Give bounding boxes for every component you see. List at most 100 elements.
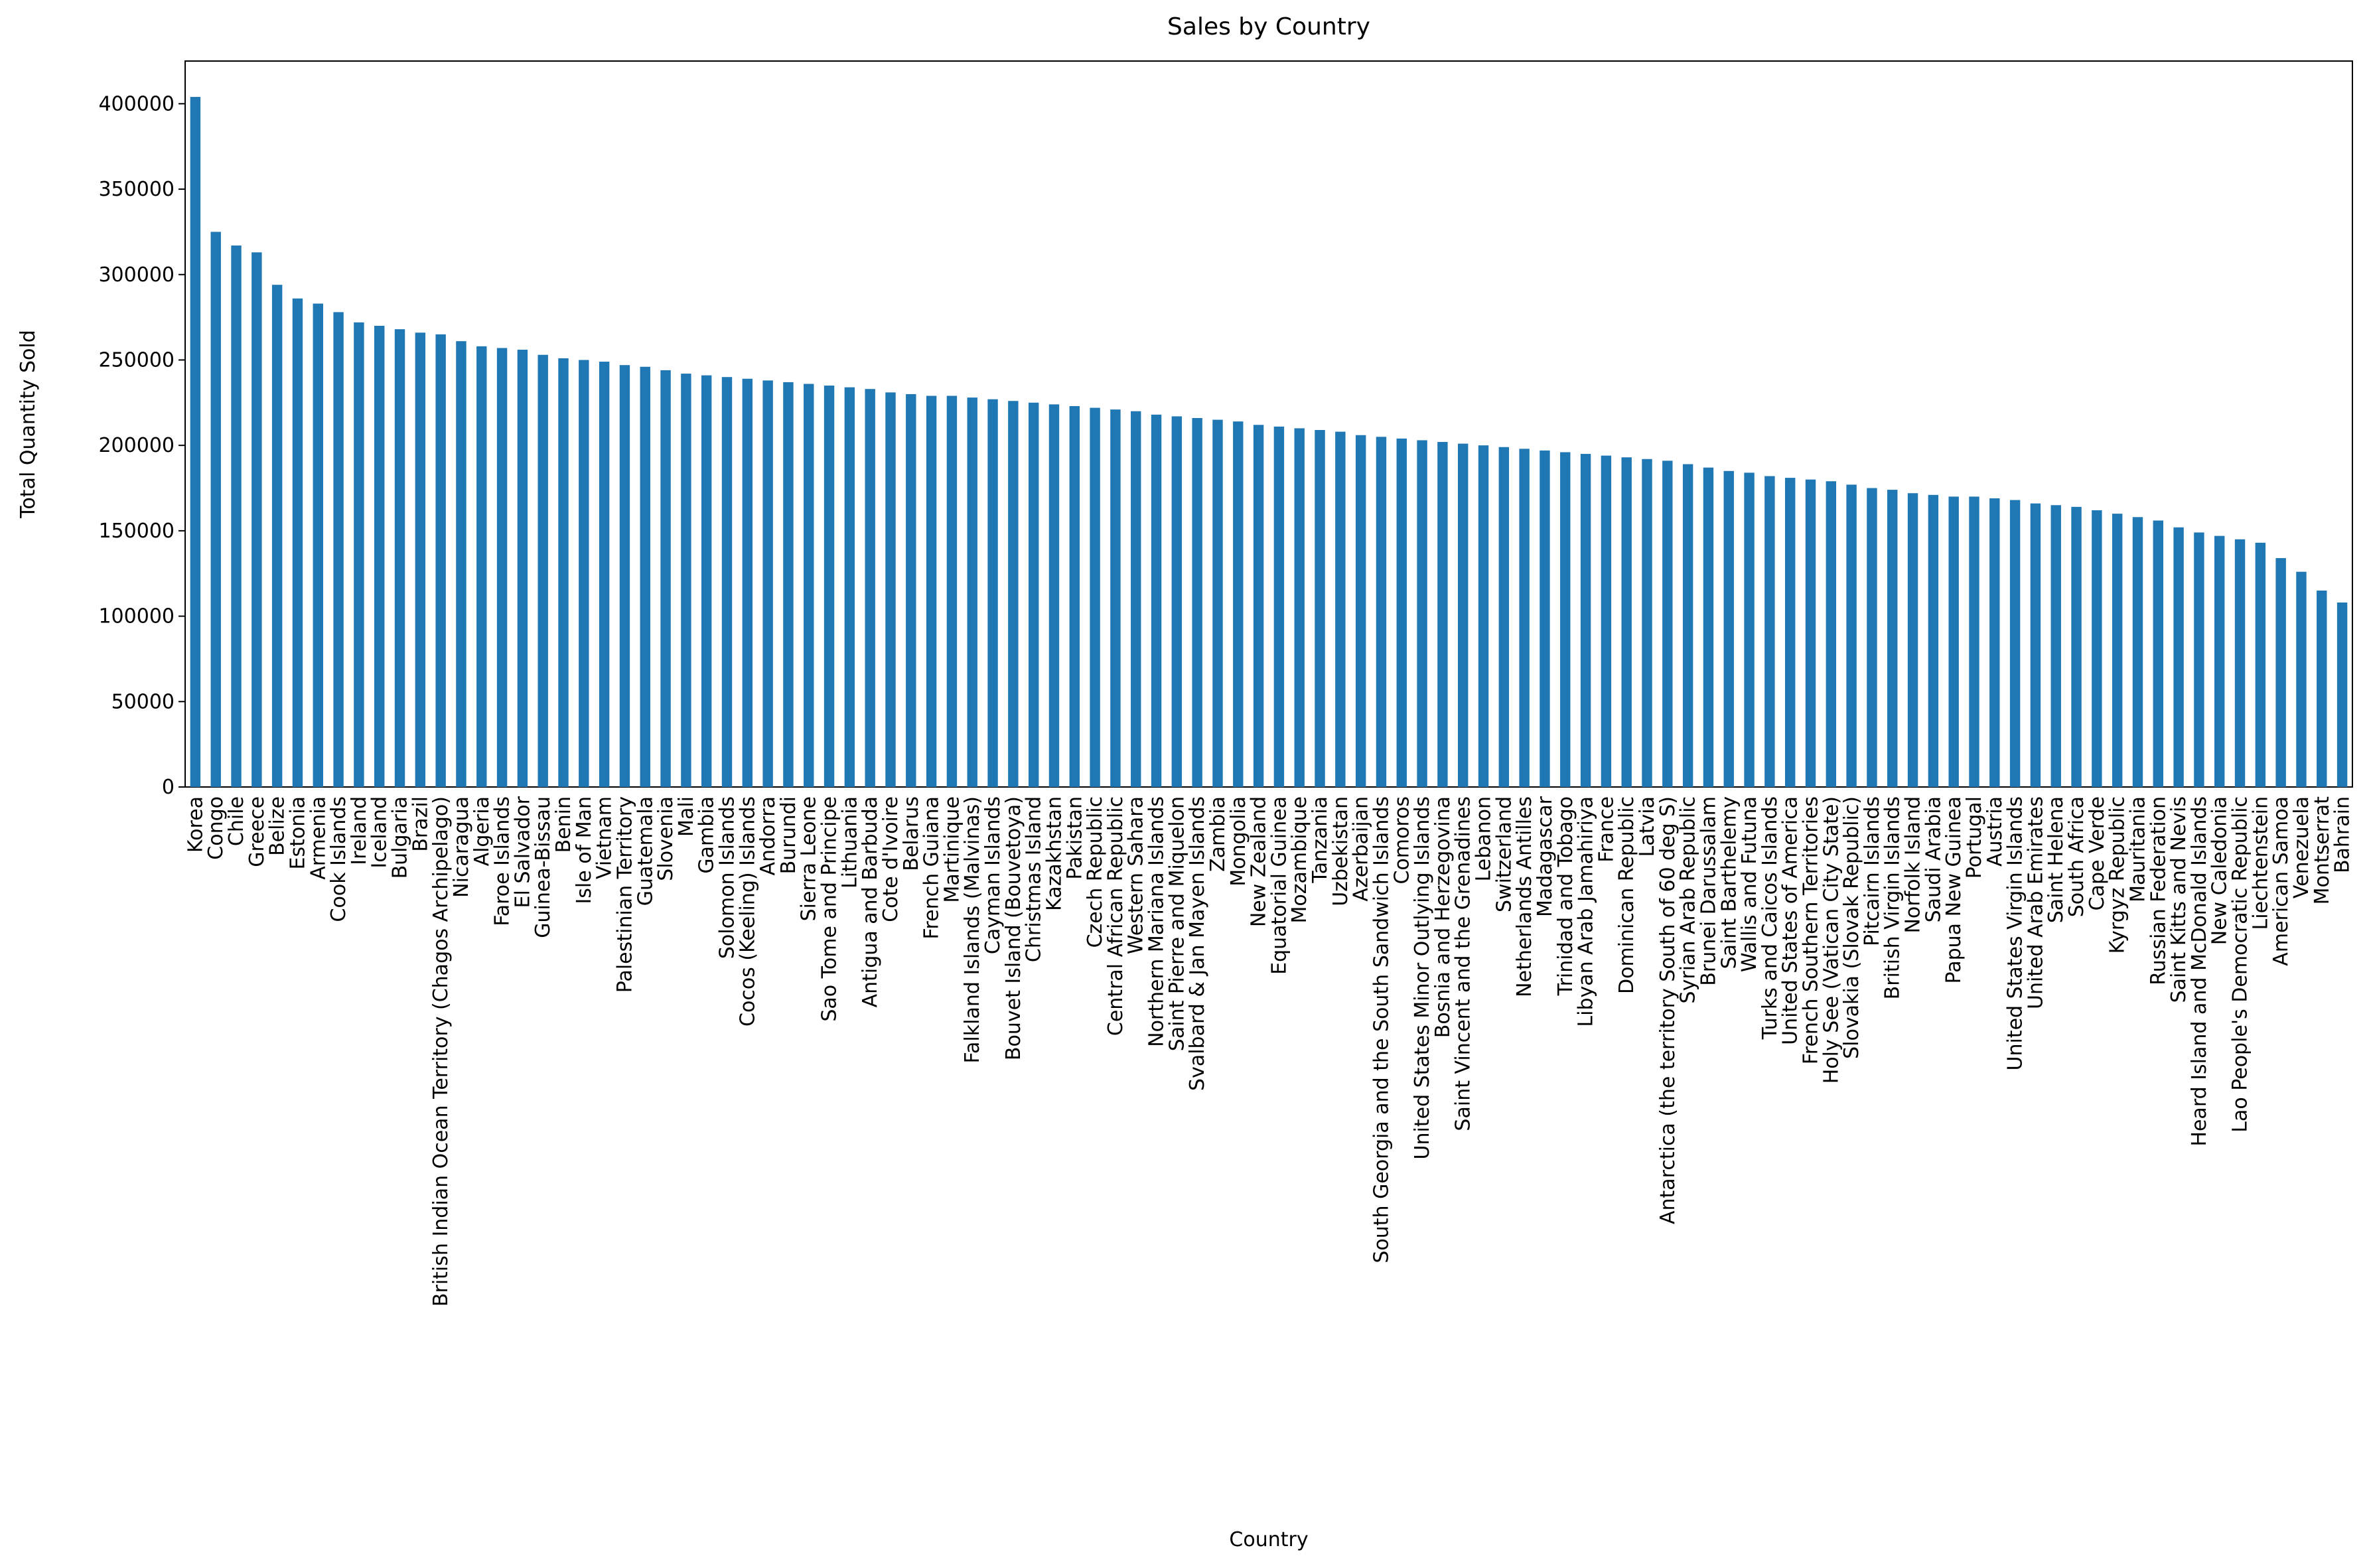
x-tick-label: Sao Tome and Principe (818, 796, 841, 1022)
x-tick-label: United Arab Emirates (2024, 796, 2047, 1009)
bar (2336, 602, 2348, 787)
bar (599, 362, 610, 787)
y-tick-label: 350000 (98, 178, 175, 201)
x-tick-label: Solomon Islands (716, 796, 739, 959)
x-tick-label: Brazil (409, 796, 432, 852)
x-tick-label: United States Minor Outlying Islands (1411, 796, 1434, 1159)
x-tick-label: United States of America (1779, 796, 1802, 1045)
x-tick-label: Mali (675, 796, 698, 837)
y-tick-label: 150000 (98, 520, 175, 543)
x-tick-label: Pitcairn Islands (1861, 796, 1884, 946)
y-tick-label: 50000 (111, 690, 175, 713)
y-tick-label: 300000 (98, 263, 175, 287)
bar (1846, 484, 1857, 787)
x-tick-label: Austria (1983, 796, 2007, 867)
x-tick-label: Belize (266, 796, 289, 856)
bar (1437, 442, 1448, 787)
bar (1867, 488, 1877, 787)
x-axis-label: Country (1229, 1528, 1308, 1551)
bar (2071, 506, 2082, 787)
bar (190, 97, 201, 787)
bar (660, 370, 671, 787)
bar (1662, 461, 1673, 787)
bar (681, 374, 691, 787)
x-tick-label: United States Virgin Islands (2004, 796, 2027, 1071)
bar (640, 366, 650, 787)
x-tick-label: Trinidad and Tobago (1554, 796, 1577, 996)
bar (394, 329, 405, 787)
x-tick-label: Andorra (756, 796, 780, 875)
x-tick-label: Saint Barthelemy (1717, 796, 1741, 969)
bar (1355, 435, 1366, 787)
bar (374, 325, 385, 787)
bar (783, 382, 794, 787)
bar (2234, 539, 2246, 787)
bar (1253, 425, 1264, 787)
bar (1887, 490, 1898, 787)
x-tick-label: Cook Islands (327, 796, 350, 922)
bar (1703, 467, 1714, 787)
bar (1969, 496, 1979, 787)
bar (1233, 421, 1244, 787)
x-tick-label: Saint Kitts and Nevis (2167, 796, 2190, 1003)
bar (1273, 426, 1285, 787)
bar (558, 358, 569, 787)
x-tick-label: Uzbekistan (1329, 796, 1352, 906)
bar (2255, 542, 2266, 787)
x-tick-label: Vietnam (593, 796, 616, 879)
bar (292, 298, 303, 787)
bar (1805, 479, 1816, 787)
x-tick-label: El Salvador (511, 796, 534, 908)
bar (1090, 407, 1100, 787)
bar (2214, 535, 2225, 787)
bar (1171, 416, 1183, 787)
bar (210, 232, 221, 788)
x-tick-label: Bouvet Island (Bouvetoya) (1002, 796, 1025, 1060)
bar (1396, 438, 1407, 787)
bar (2317, 590, 2327, 787)
x-tick-label: Czech Republic (1084, 796, 1107, 948)
x-tick-label: Mauritania (2126, 796, 2149, 902)
x-tick-label: Palestinian Territory (613, 796, 636, 993)
bar (2132, 517, 2143, 787)
x-tick-label: Madagascar (1534, 796, 1557, 917)
x-tick-label: Slovakia (Slovak Republic) (1840, 796, 1863, 1059)
x-tick-label: Sierra Leone (798, 796, 821, 921)
x-tick-label: Saudi Arabia (1922, 796, 1945, 922)
y-tick-label: 400000 (98, 92, 175, 115)
bar (333, 312, 344, 788)
x-tick-label: Greece (246, 796, 269, 867)
bar (313, 303, 323, 787)
x-tick-label: France (1595, 796, 1618, 863)
x-tick-label: Tanzania (1309, 796, 1332, 884)
bar (1989, 498, 2000, 787)
x-tick-label: Saint Vincent and the Grenadines (1452, 796, 1475, 1131)
x-tick-label: Montserrat (2311, 796, 2334, 905)
x-tick-label: Ireland (348, 796, 371, 865)
bar (231, 246, 242, 787)
x-tick-label: Antigua and Barbuda (859, 796, 882, 1007)
x-tick-label: Azerbaijan (1350, 796, 1373, 902)
bar (496, 348, 508, 787)
x-tick-label: Burundi (777, 796, 800, 874)
bar (456, 341, 467, 787)
y-tick-label: 0 (162, 776, 175, 799)
bar (1131, 411, 1141, 787)
x-tick-label: Cayman Islands (981, 796, 1005, 954)
x-tick-label: South Georgia and the South Sandwich Isl… (1370, 796, 1393, 1263)
x-tick-label: Bosnia and Herzegovina (1431, 796, 1455, 1038)
bar (742, 378, 753, 787)
bar (2296, 571, 2307, 787)
bar (1458, 443, 1469, 787)
x-tick-label: Northern Mariana Islands (1145, 796, 1169, 1047)
bar (1723, 470, 1734, 787)
plot-frame (184, 60, 2353, 788)
bar (2112, 514, 2123, 787)
x-tick-label: Libyan Arab Jamahiriya (1575, 796, 1598, 1027)
y-tick-label: 250000 (98, 348, 175, 372)
bar (1642, 459, 1652, 787)
bar (1192, 417, 1202, 787)
x-tick-label: British Virgin Islands (1881, 796, 1904, 999)
x-tick-label: Turks and Caicos Islands (1759, 796, 1782, 1040)
bar (865, 389, 875, 787)
